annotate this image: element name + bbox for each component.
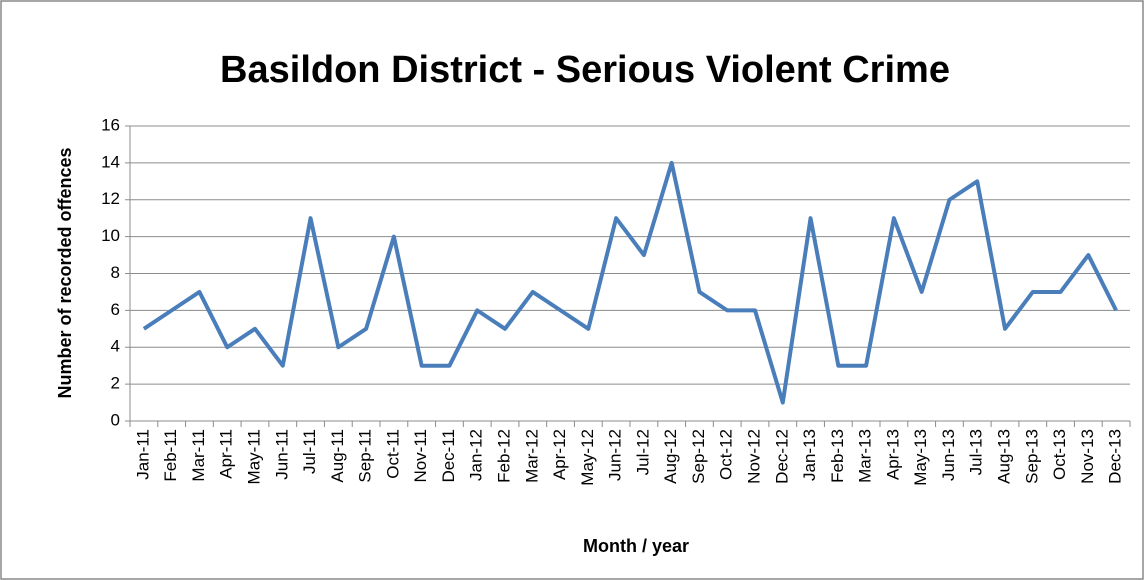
data-line xyxy=(142,160,1118,405)
x-tick-label: Jan-11 xyxy=(133,429,152,480)
x-tick-label: Oct-12 xyxy=(717,429,736,480)
x-tick-label: Mar-11 xyxy=(189,429,208,482)
x-tick-label: Feb-12 xyxy=(494,429,513,483)
y-tick-label: 10 xyxy=(101,226,120,245)
y-tick-label: 2 xyxy=(111,374,120,393)
x-tick-label: Sep-11 xyxy=(356,429,375,483)
x-tick-label: Oct-13 xyxy=(1050,429,1069,480)
x-tick-label: Sep-13 xyxy=(1022,429,1041,484)
x-tick-label: Jun-13 xyxy=(939,429,958,481)
x-tick-label: Aug-11 xyxy=(328,429,347,483)
x-tick-label: Dec-11 xyxy=(439,429,458,483)
x-axis-title: Month / year xyxy=(583,536,689,556)
y-tick-label: 12 xyxy=(101,189,120,208)
y-tick-label: 4 xyxy=(111,337,120,356)
y-tick-label: 6 xyxy=(111,300,120,319)
x-tick-label: Oct-11 xyxy=(383,429,402,479)
x-tick-label: Mar-13 xyxy=(856,429,875,483)
x-tick-label: Mar-12 xyxy=(522,429,541,483)
x-tick-label: Sep-12 xyxy=(689,429,708,484)
x-tick-label: Feb-11 xyxy=(161,429,180,482)
x-tick-label: Jan-12 xyxy=(467,429,486,481)
x-tick-label: Apr-12 xyxy=(550,429,569,480)
chart-title: Basildon District - Serious Violent Crim… xyxy=(220,49,950,91)
x-tick-label: Dec-13 xyxy=(1106,429,1125,484)
x-tick-label: Jul-13 xyxy=(967,429,986,475)
y-tick-label: 14 xyxy=(101,152,120,171)
x-tick-label: Aug-12 xyxy=(661,429,680,484)
x-tick-label: Jun-12 xyxy=(606,429,625,481)
x-tick-label: Dec-12 xyxy=(772,429,791,484)
x-tick-label: May-12 xyxy=(578,429,597,486)
x-tick-label: Nov-13 xyxy=(1078,429,1097,484)
x-tick-label: Nov-11 xyxy=(411,429,430,483)
y-tick-label: 8 xyxy=(111,263,120,282)
y-tick-label: 0 xyxy=(111,410,120,429)
x-tick-label: Aug-13 xyxy=(994,429,1013,484)
x-tick-label: Jun-11 xyxy=(272,429,291,480)
y-tick-label: 16 xyxy=(101,115,120,134)
x-tick-label: Feb-13 xyxy=(828,429,847,483)
x-tick-label: Nov-12 xyxy=(744,429,763,484)
x-tick-label: Jul-11 xyxy=(300,429,319,474)
x-tick-label: Jan-13 xyxy=(800,429,819,481)
x-tick-label: Jul-12 xyxy=(633,429,652,475)
x-tick-label: May-13 xyxy=(911,429,930,486)
y-axis-title: Number of recorded offences xyxy=(55,147,75,398)
x-tick-label: May-11 xyxy=(244,429,263,484)
x-tick-label: Apr-13 xyxy=(883,429,902,480)
x-tick-label: Apr-11 xyxy=(217,429,236,479)
